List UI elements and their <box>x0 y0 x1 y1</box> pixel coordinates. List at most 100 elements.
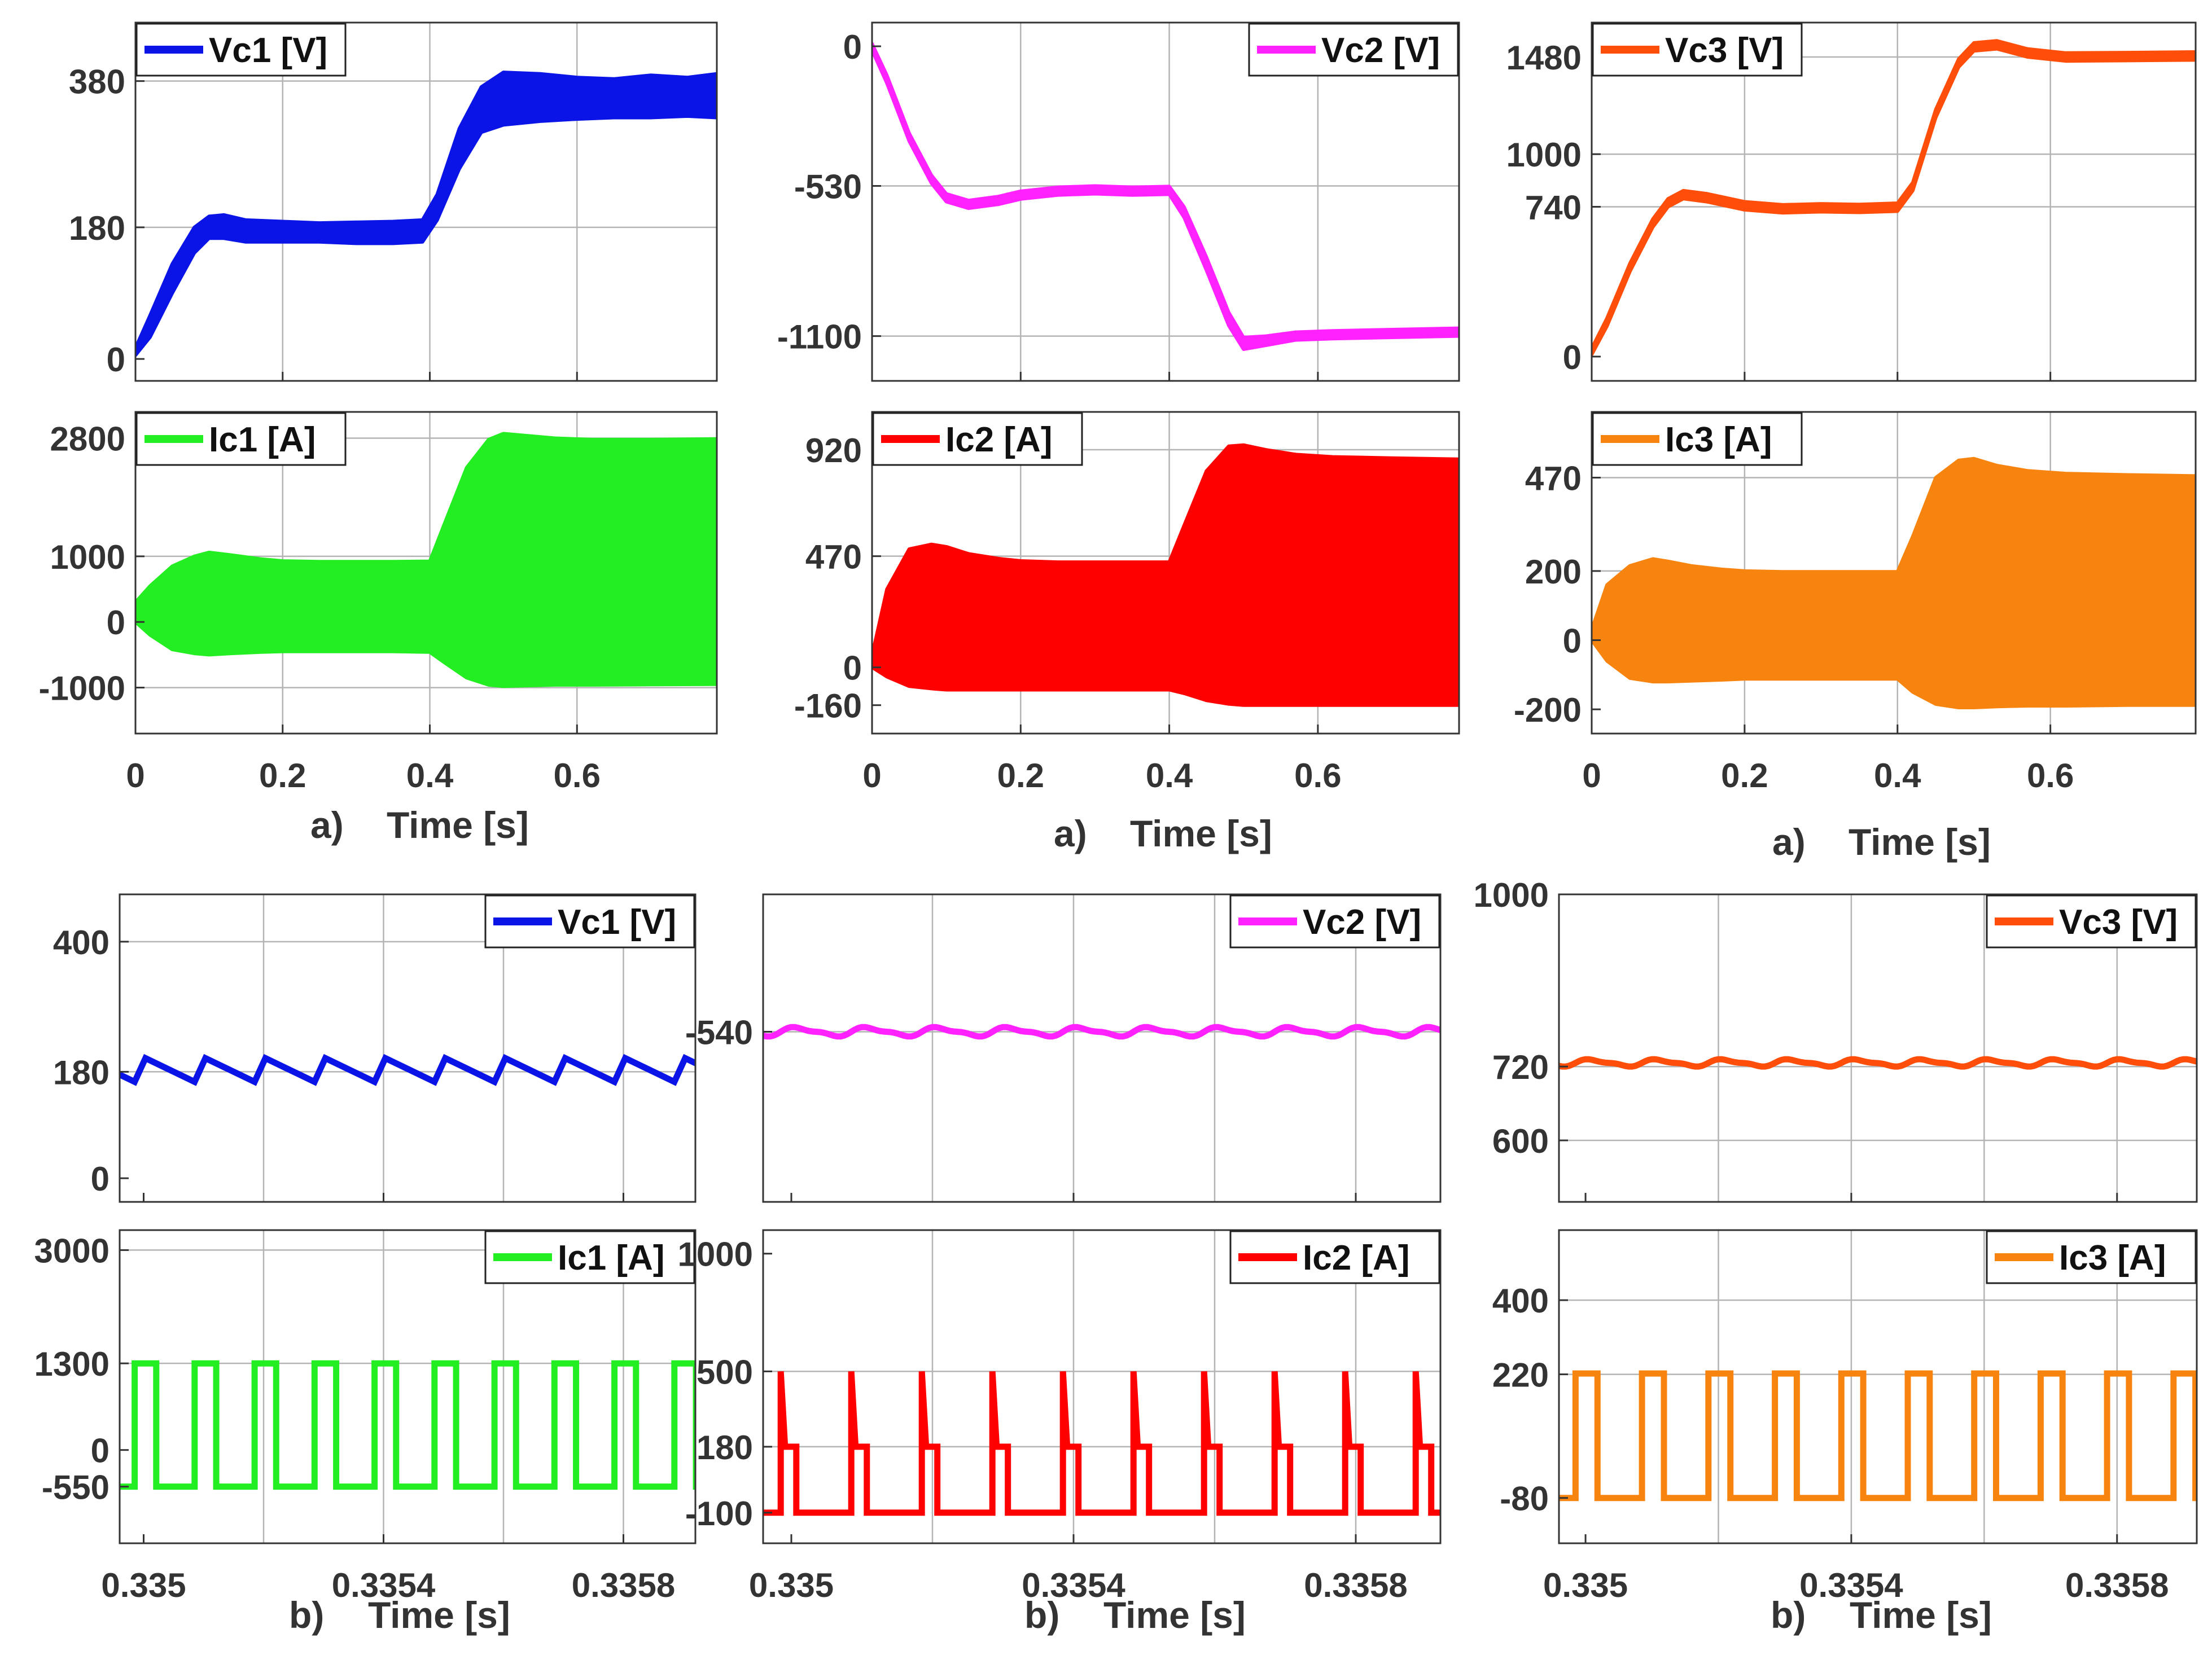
legend-b-ic3: Ic3 [A] <box>1986 1230 2197 1284</box>
series-line-b-ic1 <box>120 1360 695 1490</box>
panel-a-vc3: 0 740 1000 1480 Vc3 [V] <box>1506 21 2197 382</box>
series-band-a-vc3 <box>1592 39 2196 357</box>
legend-label: Vc1 [V] <box>209 31 327 70</box>
caption-a-1: a) Time [s] <box>310 804 529 846</box>
ytick-label: -540 <box>685 1014 753 1052</box>
ytick-label: 920 <box>805 432 862 469</box>
series-band-a-ic1 <box>135 432 717 688</box>
ytick-label: 400 <box>1492 1282 1549 1320</box>
xtick-label: 0 <box>862 757 881 794</box>
axes-frame-b-ic2 <box>762 1229 1442 1544</box>
caption-b-2: b) Time [s] <box>1024 1594 1246 1636</box>
ytick-label: 0 <box>843 28 862 66</box>
legend-a-vc2: Vc2 [V] <box>1248 23 1459 77</box>
series-a-vc1 <box>135 71 717 357</box>
caption-a-2: a) Time [s] <box>1054 813 1272 854</box>
ytick-label: 740 <box>1525 188 1582 226</box>
xtick-label: 0.3358 <box>2065 1566 2169 1604</box>
ytick-label: 1000 <box>1474 876 1549 914</box>
series-line-b-ic2 <box>763 1371 1440 1516</box>
series-band-a-ic3 <box>1592 456 2196 709</box>
caption-b-2-label: Time [s] <box>1103 1594 1246 1636</box>
legend-a-ic1: Ic1 [A] <box>135 412 347 466</box>
ytick-label: 1000 <box>678 1236 753 1274</box>
series-a-ic3 <box>1592 456 2196 709</box>
series-b-vc1 <box>120 1053 695 1086</box>
axes-frame-a-vc1 <box>134 21 718 382</box>
xtick-label: 0.6 <box>2027 757 2074 794</box>
caption-b-2-letter: b) <box>1024 1594 1059 1636</box>
ytick-label: 0 <box>91 1160 109 1198</box>
legend-box <box>872 412 1083 466</box>
ytick-label: 400 <box>53 924 109 962</box>
xtick-label: 0.3354 <box>1799 1566 1903 1604</box>
axes-frame-a-ic1 <box>134 411 718 735</box>
ytick-label: 1300 <box>34 1345 109 1383</box>
series-b-vc3 <box>1559 1056 2197 1070</box>
xtick-label: 0.3354 <box>332 1566 436 1604</box>
panel-b-vc2: -540 Vc2 [V] <box>685 893 1442 1203</box>
legend-a-ic2: Ic2 [A] <box>872 412 1083 466</box>
axes-frame-b-vc3 <box>1558 893 2198 1203</box>
caption-a-2-letter: a) <box>1054 813 1087 854</box>
legend-label: Ic2 [A] <box>1303 1239 1409 1278</box>
xtick-label: 0.4 <box>1874 757 1921 794</box>
ytick-label: 2800 <box>50 420 125 458</box>
ytick-label: -160 <box>794 687 862 725</box>
xtick-label: 0.3358 <box>572 1566 676 1604</box>
legend-label: Ic1 [A] <box>558 1239 664 1278</box>
axes-frame-a-vc3 <box>1591 21 2197 382</box>
legend-label: Vc2 [V] <box>1321 31 1440 70</box>
panel-a-vc2: -1100 -530 0 Vc2 [V] <box>777 21 1460 382</box>
series-line-b-ic3 <box>1559 1370 2197 1502</box>
panel-b-vc1: 0 180 400 Vc1 [V] <box>53 893 697 1203</box>
ytick-label: 0 <box>1563 339 1582 376</box>
ytick-label: 380 <box>69 63 125 101</box>
legend-a-ic3: Ic3 [A] <box>1592 412 1803 466</box>
xtick-label: 0 <box>126 757 144 794</box>
series-line-b-vc1 <box>120 1053 695 1086</box>
axes-frame-b-ic3 <box>1558 1229 2198 1544</box>
xtick-label: 0.6 <box>1294 757 1341 794</box>
ytick-label: -1100 <box>777 318 862 356</box>
ytick-label: -530 <box>794 168 862 205</box>
caption-a-1-letter: a) <box>310 804 344 846</box>
xtick-label: 0.3358 <box>1304 1566 1408 1604</box>
panel-b-ic3: -80 220 400 0.335 0.3354 0.3358 Ic3 [A] <box>1492 1229 2198 1604</box>
ytick-label: 3000 <box>34 1232 109 1270</box>
series-b-vc2 <box>763 1024 1440 1040</box>
legend-label: Vc3 [V] <box>1665 31 1784 70</box>
caption-b-1-letter: b) <box>289 1594 324 1636</box>
xtick-label: 0.2 <box>259 757 306 794</box>
series-line-b-vc2 <box>763 1024 1440 1040</box>
panel-a-vc1: 0 180 380 Vc1 [V] <box>69 21 718 382</box>
legend-label: Ic1 [A] <box>209 420 316 459</box>
ytick-label: 470 <box>1525 459 1582 497</box>
caption-b-3: b) Time [s] <box>1771 1594 1992 1636</box>
legend-label: Ic3 [A] <box>2059 1239 2166 1278</box>
caption-b-3-label: Time [s] <box>1850 1594 1992 1636</box>
caption-a-2-label: Time [s] <box>1130 813 1272 854</box>
ytick-label: 1480 <box>1506 39 1582 77</box>
xtick-label: 0.6 <box>554 757 601 794</box>
ytick-label: 470 <box>805 538 862 576</box>
axes-frame-a-ic3 <box>1591 411 2197 735</box>
caption-a-3-label: Time [s] <box>1849 821 1991 863</box>
panel-a-ic1: -1000 0 1000 2800 0 0.2 0.4 0.6 Ic1 [A] <box>39 411 718 794</box>
axes-frame-b-vc1 <box>119 893 697 1203</box>
series-a-ic1 <box>135 432 717 688</box>
ytick-label: 0 <box>91 1432 109 1470</box>
series-band-a-vc2 <box>872 42 1459 351</box>
series-a-vc2 <box>872 42 1459 351</box>
legend-a-vc3: Vc3 [V] <box>1592 23 1803 77</box>
ytick-label: 180 <box>53 1053 109 1091</box>
xtick-label: 0 <box>1582 757 1601 794</box>
legend-label: Vc3 [V] <box>2059 903 2178 942</box>
ytick-label: 1000 <box>50 538 125 576</box>
xtick-label: 0.335 <box>1543 1566 1628 1604</box>
caption-a-3-letter: a) <box>1772 821 1806 863</box>
